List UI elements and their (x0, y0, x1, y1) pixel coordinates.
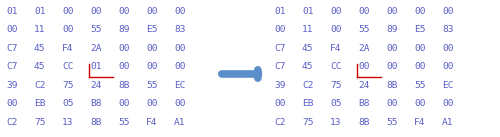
Text: 75: 75 (34, 118, 46, 127)
Text: 00: 00 (386, 44, 398, 53)
Text: 45: 45 (34, 44, 46, 53)
Text: 05: 05 (62, 99, 74, 108)
Text: 55: 55 (414, 81, 426, 90)
Text: 00: 00 (330, 25, 342, 34)
Text: 05: 05 (330, 99, 342, 108)
Text: C2: C2 (34, 81, 46, 90)
Text: 8B: 8B (118, 81, 130, 90)
Text: 00: 00 (414, 62, 426, 71)
Text: 00: 00 (442, 62, 454, 71)
Text: 75: 75 (302, 118, 314, 127)
Text: 01: 01 (6, 7, 18, 16)
Text: 00: 00 (6, 25, 18, 34)
Text: 89: 89 (386, 25, 398, 34)
Text: C2: C2 (274, 118, 285, 127)
Text: 00: 00 (174, 62, 186, 71)
Text: A1: A1 (442, 118, 454, 127)
Text: 2A: 2A (90, 44, 102, 53)
Text: C7: C7 (274, 62, 285, 71)
Text: 8B: 8B (358, 118, 370, 127)
Text: C7: C7 (6, 44, 18, 53)
Text: 01: 01 (34, 7, 46, 16)
Text: 00: 00 (118, 62, 130, 71)
Text: 00: 00 (386, 62, 398, 71)
Text: 83: 83 (174, 25, 186, 34)
Text: EB: EB (302, 99, 314, 108)
Text: 00: 00 (118, 44, 130, 53)
Text: 75: 75 (330, 81, 342, 90)
Text: 55: 55 (386, 118, 398, 127)
Text: C7: C7 (6, 62, 18, 71)
Text: 00: 00 (118, 99, 130, 108)
Text: 00: 00 (62, 25, 74, 34)
Text: 39: 39 (6, 81, 18, 90)
Text: 8B: 8B (386, 81, 398, 90)
Text: 11: 11 (34, 25, 46, 34)
Text: 55: 55 (146, 81, 158, 90)
Text: B8: B8 (90, 99, 102, 108)
Text: 00: 00 (442, 7, 454, 16)
Text: 01: 01 (302, 7, 314, 16)
Text: 8B: 8B (90, 118, 102, 127)
Text: 75: 75 (62, 81, 74, 90)
Text: 00: 00 (146, 44, 158, 53)
Text: 00: 00 (330, 7, 342, 16)
Text: 00: 00 (174, 7, 186, 16)
Text: 11: 11 (302, 25, 314, 34)
Text: 00: 00 (414, 99, 426, 108)
Text: 00: 00 (6, 99, 18, 108)
Text: 00: 00 (358, 7, 370, 16)
Text: 24: 24 (90, 81, 102, 90)
Text: 13: 13 (62, 118, 74, 127)
Text: C7: C7 (274, 44, 285, 53)
Text: 00: 00 (90, 7, 102, 16)
Text: 00: 00 (274, 99, 285, 108)
Text: 2A: 2A (358, 44, 370, 53)
Text: 55: 55 (118, 118, 130, 127)
Text: 00: 00 (386, 99, 398, 108)
Text: E5: E5 (414, 25, 426, 34)
Text: F4: F4 (414, 118, 426, 127)
Text: 00: 00 (358, 62, 370, 71)
Text: 00: 00 (146, 62, 158, 71)
Text: A1: A1 (174, 118, 186, 127)
Text: CC: CC (330, 62, 342, 71)
Text: 00: 00 (442, 99, 454, 108)
Text: 00: 00 (414, 7, 426, 16)
Text: 13: 13 (330, 118, 342, 127)
Text: 00: 00 (146, 99, 158, 108)
Text: 24: 24 (358, 81, 370, 90)
Text: EB: EB (34, 99, 46, 108)
Text: CC: CC (62, 62, 74, 71)
Text: 45: 45 (34, 62, 46, 71)
Text: 00: 00 (414, 44, 426, 53)
Text: 55: 55 (90, 25, 102, 34)
Text: 01: 01 (274, 7, 285, 16)
Text: F4: F4 (330, 44, 342, 53)
Text: 00: 00 (386, 7, 398, 16)
Text: 00: 00 (442, 44, 454, 53)
Text: F4: F4 (62, 44, 74, 53)
Text: 00: 00 (174, 99, 186, 108)
Text: 45: 45 (302, 44, 314, 53)
Text: 01: 01 (90, 62, 102, 71)
Text: 00: 00 (274, 25, 285, 34)
Text: 00: 00 (146, 7, 158, 16)
Text: 83: 83 (442, 25, 454, 34)
Text: F4: F4 (146, 118, 158, 127)
Text: C2: C2 (302, 81, 314, 90)
Text: EC: EC (442, 81, 454, 90)
Text: 39: 39 (274, 81, 285, 90)
Text: C2: C2 (6, 118, 18, 127)
Text: 89: 89 (118, 25, 130, 34)
Text: E5: E5 (146, 25, 158, 34)
Text: 00: 00 (62, 7, 74, 16)
Text: 00: 00 (118, 7, 130, 16)
Text: B8: B8 (358, 99, 370, 108)
Text: EC: EC (174, 81, 186, 90)
Text: 00: 00 (174, 44, 186, 53)
Text: 55: 55 (358, 25, 370, 34)
Text: 45: 45 (302, 62, 314, 71)
